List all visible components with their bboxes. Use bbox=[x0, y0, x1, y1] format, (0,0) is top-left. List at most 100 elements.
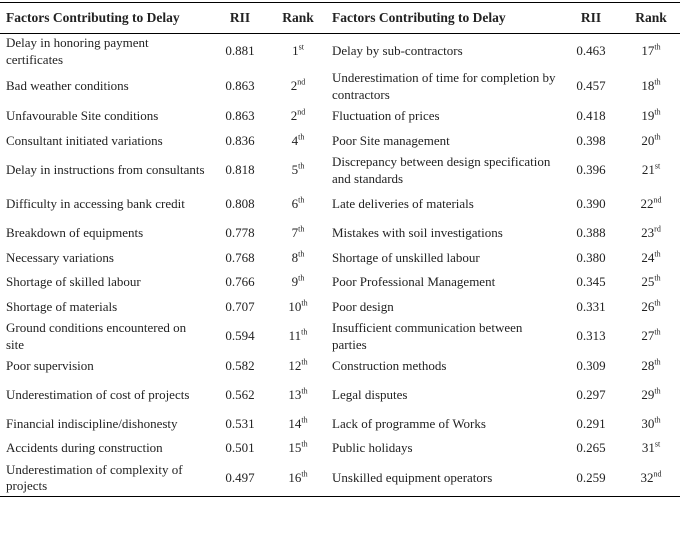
rii-cell-left: 0.582 bbox=[225, 358, 255, 373]
rank-ordinal-suffix: th bbox=[654, 298, 661, 308]
rii-cell-right: 0.345 bbox=[576, 274, 606, 289]
factor-cell-right: Delay by sub-contractors bbox=[332, 43, 463, 59]
rank-number: 10 bbox=[288, 298, 302, 314]
rank-ordinal-suffix: th bbox=[654, 249, 661, 259]
rank-cell-left: 14th bbox=[268, 412, 326, 437]
table-row: Poor supervision 0.582 12th Construction me… bbox=[0, 354, 680, 379]
table-row: Financial indiscipline/dishonesty 0.531 14… bbox=[0, 412, 680, 437]
rank-ordinal-suffix: th bbox=[301, 357, 308, 367]
rank-cell-right: 24th bbox=[620, 246, 680, 271]
header-factor-left: Factors Contributing to Delay bbox=[6, 9, 180, 25]
rii-cell-left: 0.707 bbox=[225, 298, 255, 314]
rank-number: 15 bbox=[288, 440, 302, 455]
table-row: Delay in honoring payment certificates 0.… bbox=[0, 34, 680, 70]
rank-number: 31 bbox=[641, 440, 655, 455]
factor-cell-right: Shortage of unskilled labour bbox=[332, 249, 480, 265]
table-row: Underestimation of cost of projects 0.562… bbox=[0, 379, 680, 412]
rank-number: 4 bbox=[291, 132, 299, 148]
factor-cell-right: Fluctuation of prices bbox=[332, 108, 440, 123]
rank-cell-right: 20th bbox=[620, 129, 680, 154]
table-row: Consultant initiated variations 0.836 4th P… bbox=[0, 129, 680, 154]
factor-cell-right: Poor Site management bbox=[332, 132, 450, 148]
rii-cell-right: 0.390 bbox=[576, 196, 606, 212]
factor-cell-left: Unfavourable Site conditions bbox=[6, 108, 159, 123]
header-rii-left: RII bbox=[229, 9, 251, 25]
rank-ordinal-suffix: th bbox=[298, 161, 305, 171]
rii-cell-right: 0.457 bbox=[576, 78, 606, 94]
factor-cell-left: Accidents during construction bbox=[6, 440, 163, 455]
rank-cell-right: 29th bbox=[620, 379, 680, 412]
rii-cell-right: 0.297 bbox=[576, 386, 606, 402]
rank-number: 1 bbox=[292, 43, 299, 59]
rank-number: 5 bbox=[291, 162, 299, 178]
rank-ordinal-suffix: th bbox=[654, 357, 661, 367]
factor-cell-left: Bad weather conditions bbox=[6, 78, 129, 94]
rii-cell-left: 0.808 bbox=[225, 196, 255, 212]
rii-cell-left: 0.863 bbox=[225, 108, 255, 123]
rank-ordinal-suffix: rd bbox=[654, 224, 661, 234]
rank-number: 11 bbox=[288, 328, 302, 344]
factor-cell-right: Construction methods bbox=[332, 358, 447, 373]
factor-cell-right: Insufficient communication between parti… bbox=[332, 320, 523, 352]
rank-cell-left: 16th bbox=[268, 461, 326, 497]
factor-cell-right: Late deliveries of materials bbox=[332, 196, 474, 212]
rii-cell-left: 0.863 bbox=[225, 78, 255, 94]
rank-cell-left: 10th bbox=[268, 295, 326, 320]
factor-cell-right: Discrepancy between design specification… bbox=[332, 154, 551, 186]
rank-cell-left: 2nd bbox=[268, 104, 326, 129]
rank-number: 24 bbox=[641, 249, 655, 265]
rank-ordinal-suffix: th bbox=[654, 42, 661, 52]
rank-cell-left: 6th bbox=[268, 188, 326, 221]
factor-cell-right: Poor Professional Management bbox=[332, 274, 496, 289]
rank-cell-right: 28th bbox=[620, 354, 680, 379]
rii-cell-right: 0.291 bbox=[576, 415, 606, 431]
rank-number: 23 bbox=[641, 225, 655, 240]
factor-cell-left: Shortage of skilled labour bbox=[6, 274, 141, 289]
rank-ordinal-suffix: nd bbox=[297, 107, 306, 117]
table-row: Underestimation of complexity of project… bbox=[0, 461, 680, 497]
rank-ordinal-suffix: th bbox=[298, 224, 305, 234]
rank-ordinal-suffix: th bbox=[654, 273, 661, 283]
delay-factors-table-container: Factors Contributing to Delay RII Rank F… bbox=[0, 2, 680, 497]
rank-number: 6 bbox=[291, 196, 299, 212]
table-row: Unfavourable Site conditions 0.863 2nd Fluc… bbox=[0, 104, 680, 129]
rank-number: 29 bbox=[641, 386, 655, 402]
rank-cell-left: 1st bbox=[268, 34, 326, 70]
rank-number: 28 bbox=[641, 358, 655, 373]
rank-cell-right: 19th bbox=[620, 104, 680, 129]
delay-factors-table: Factors Contributing to Delay RII Rank F… bbox=[0, 2, 680, 497]
rank-cell-left: 8th bbox=[268, 246, 326, 271]
rank-ordinal-suffix: th bbox=[301, 386, 308, 396]
rank-ordinal-suffix: th bbox=[301, 327, 308, 337]
rank-number: 18 bbox=[641, 78, 655, 94]
rank-cell-left: 13th bbox=[268, 379, 326, 412]
rank-number: 8 bbox=[291, 249, 299, 265]
rii-cell-left: 0.818 bbox=[225, 162, 255, 178]
rank-cell-right: 31st bbox=[620, 436, 680, 461]
rank-ordinal-suffix: th bbox=[298, 273, 305, 283]
table-row: Delay in instructions from consultants 0.… bbox=[0, 153, 680, 188]
rii-cell-right: 0.265 bbox=[576, 440, 606, 455]
rank-cell-left: 12th bbox=[268, 354, 326, 379]
rank-ordinal-suffix: th bbox=[654, 77, 661, 87]
table-row: Accidents during construction 0.501 15th Pu… bbox=[0, 436, 680, 461]
rii-cell-right: 0.398 bbox=[576, 132, 606, 148]
factor-cell-right: Poor design bbox=[332, 298, 394, 314]
factor-cell-left: Delay in honoring payment certificates bbox=[6, 35, 149, 67]
rank-cell-right: 21st bbox=[620, 153, 680, 188]
rii-cell-left: 0.497 bbox=[225, 469, 255, 485]
header-rank-right: Rank bbox=[635, 9, 667, 25]
rank-number: 27 bbox=[641, 328, 655, 344]
rii-cell-left: 0.562 bbox=[225, 386, 255, 402]
rank-ordinal-suffix: th bbox=[301, 469, 308, 479]
rank-ordinal-suffix: th bbox=[298, 132, 305, 142]
rii-cell-left: 0.881 bbox=[225, 43, 255, 59]
rank-cell-right: 30th bbox=[620, 412, 680, 437]
rank-cell-left: 7th bbox=[268, 221, 326, 246]
rank-cell-right: 32nd bbox=[620, 461, 680, 497]
rank-ordinal-suffix: nd bbox=[653, 469, 662, 479]
factor-cell-left: Underestimation of cost of projects bbox=[6, 386, 190, 402]
rank-number: 21 bbox=[641, 162, 655, 178]
rank-number: 17 bbox=[641, 43, 655, 59]
table-row: Bad weather conditions 0.863 2nd Underestim… bbox=[0, 69, 680, 104]
